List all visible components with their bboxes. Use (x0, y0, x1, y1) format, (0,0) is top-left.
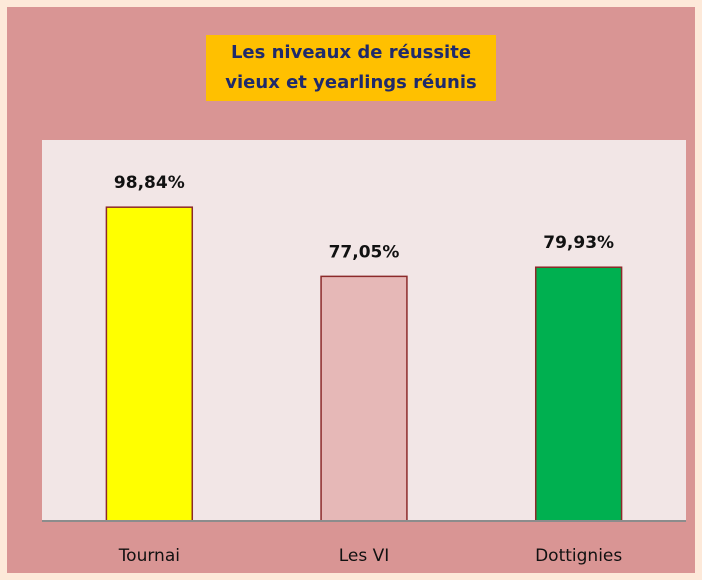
x-tick-label: Tournai (118, 546, 180, 566)
x-tick-label: Dottignies (535, 546, 622, 566)
data-label: 79,93% (543, 233, 614, 253)
bar (534, 266, 623, 522)
data-label: 77,05% (329, 242, 400, 262)
bar (320, 275, 408, 522)
chart-title: Les niveaux de réussite (231, 42, 471, 63)
title-box (206, 35, 496, 101)
bar (105, 206, 194, 522)
x-tick-label: Les VI (339, 546, 390, 566)
data-label: 98,84% (114, 173, 185, 193)
chart-title: vieux et yearlings réunis (225, 72, 476, 93)
